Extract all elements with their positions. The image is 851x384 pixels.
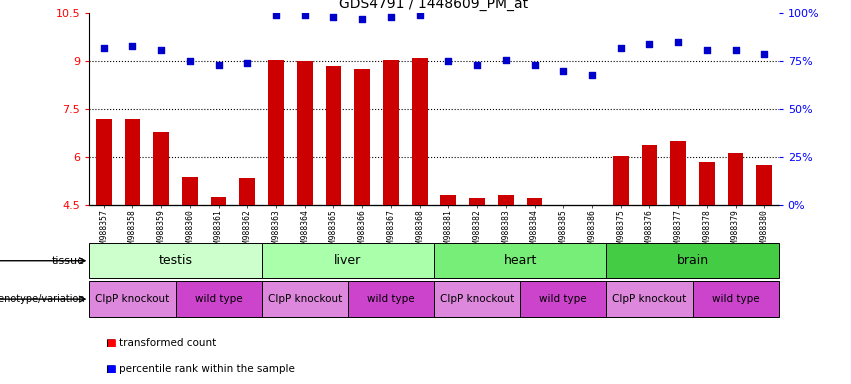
Point bbox=[499, 56, 512, 63]
Point bbox=[126, 43, 140, 49]
Point bbox=[154, 47, 168, 53]
Bar bbox=[412, 58, 427, 205]
Bar bbox=[211, 197, 226, 205]
Text: ■: ■ bbox=[106, 338, 116, 348]
Point bbox=[700, 47, 714, 53]
Bar bbox=[469, 199, 485, 205]
Text: tissue: tissue bbox=[52, 256, 85, 266]
Bar bbox=[607, 281, 693, 317]
Bar bbox=[124, 119, 140, 205]
Point bbox=[356, 16, 369, 22]
Bar bbox=[441, 195, 456, 205]
Point bbox=[212, 62, 226, 68]
Text: genotype/variation: genotype/variation bbox=[0, 294, 85, 304]
Text: ClpP knockout: ClpP knockout bbox=[95, 294, 169, 304]
Point bbox=[384, 14, 397, 20]
Point bbox=[757, 51, 771, 57]
Text: ClpP knockout: ClpP knockout bbox=[440, 294, 514, 304]
Point bbox=[643, 41, 656, 47]
Point bbox=[413, 12, 426, 18]
Bar bbox=[434, 281, 520, 317]
Point bbox=[241, 60, 254, 66]
Point bbox=[671, 39, 685, 45]
Bar bbox=[699, 162, 715, 205]
Bar bbox=[262, 243, 434, 278]
Bar bbox=[383, 60, 399, 205]
Text: ■: ■ bbox=[106, 364, 116, 374]
Bar bbox=[175, 281, 262, 317]
Bar bbox=[262, 281, 348, 317]
Text: ClpP knockout: ClpP knockout bbox=[612, 294, 687, 304]
Text: ■ percentile rank within the sample: ■ percentile rank within the sample bbox=[106, 364, 295, 374]
Point bbox=[614, 45, 627, 51]
Bar bbox=[89, 243, 262, 278]
Bar bbox=[527, 199, 542, 205]
Point bbox=[585, 72, 599, 78]
Bar bbox=[728, 152, 744, 205]
Point bbox=[557, 68, 570, 74]
Bar bbox=[757, 166, 772, 205]
Bar bbox=[520, 281, 606, 317]
Point bbox=[728, 47, 742, 53]
Text: testis: testis bbox=[158, 254, 192, 267]
Bar bbox=[326, 66, 341, 205]
Point bbox=[269, 12, 283, 18]
Bar bbox=[354, 70, 370, 205]
Text: wild type: wild type bbox=[195, 294, 243, 304]
Point bbox=[442, 58, 455, 65]
Bar bbox=[693, 281, 779, 317]
Text: ■ transformed count: ■ transformed count bbox=[106, 338, 217, 348]
Bar bbox=[239, 178, 255, 205]
Bar bbox=[613, 156, 629, 205]
Bar bbox=[182, 177, 197, 205]
Bar bbox=[498, 195, 514, 205]
Bar bbox=[268, 60, 284, 205]
Title: GDS4791 / 1448609_PM_at: GDS4791 / 1448609_PM_at bbox=[340, 0, 528, 11]
Bar bbox=[671, 141, 686, 205]
Point bbox=[183, 58, 197, 65]
Point bbox=[298, 12, 311, 18]
Text: wild type: wild type bbox=[540, 294, 587, 304]
Bar bbox=[153, 132, 169, 205]
Bar bbox=[96, 119, 111, 205]
Bar bbox=[607, 243, 779, 278]
Bar bbox=[348, 281, 434, 317]
Bar bbox=[89, 281, 175, 317]
Text: liver: liver bbox=[334, 254, 362, 267]
Point bbox=[528, 62, 541, 68]
Text: ClpP knockout: ClpP knockout bbox=[267, 294, 342, 304]
Bar bbox=[642, 145, 657, 205]
Text: brain: brain bbox=[677, 254, 709, 267]
Text: wild type: wild type bbox=[367, 294, 414, 304]
Text: wild type: wild type bbox=[711, 294, 759, 304]
Bar bbox=[434, 243, 606, 278]
Text: heart: heart bbox=[504, 254, 537, 267]
Point bbox=[97, 45, 111, 51]
Bar bbox=[297, 61, 312, 205]
Point bbox=[471, 62, 484, 68]
Point bbox=[327, 14, 340, 20]
